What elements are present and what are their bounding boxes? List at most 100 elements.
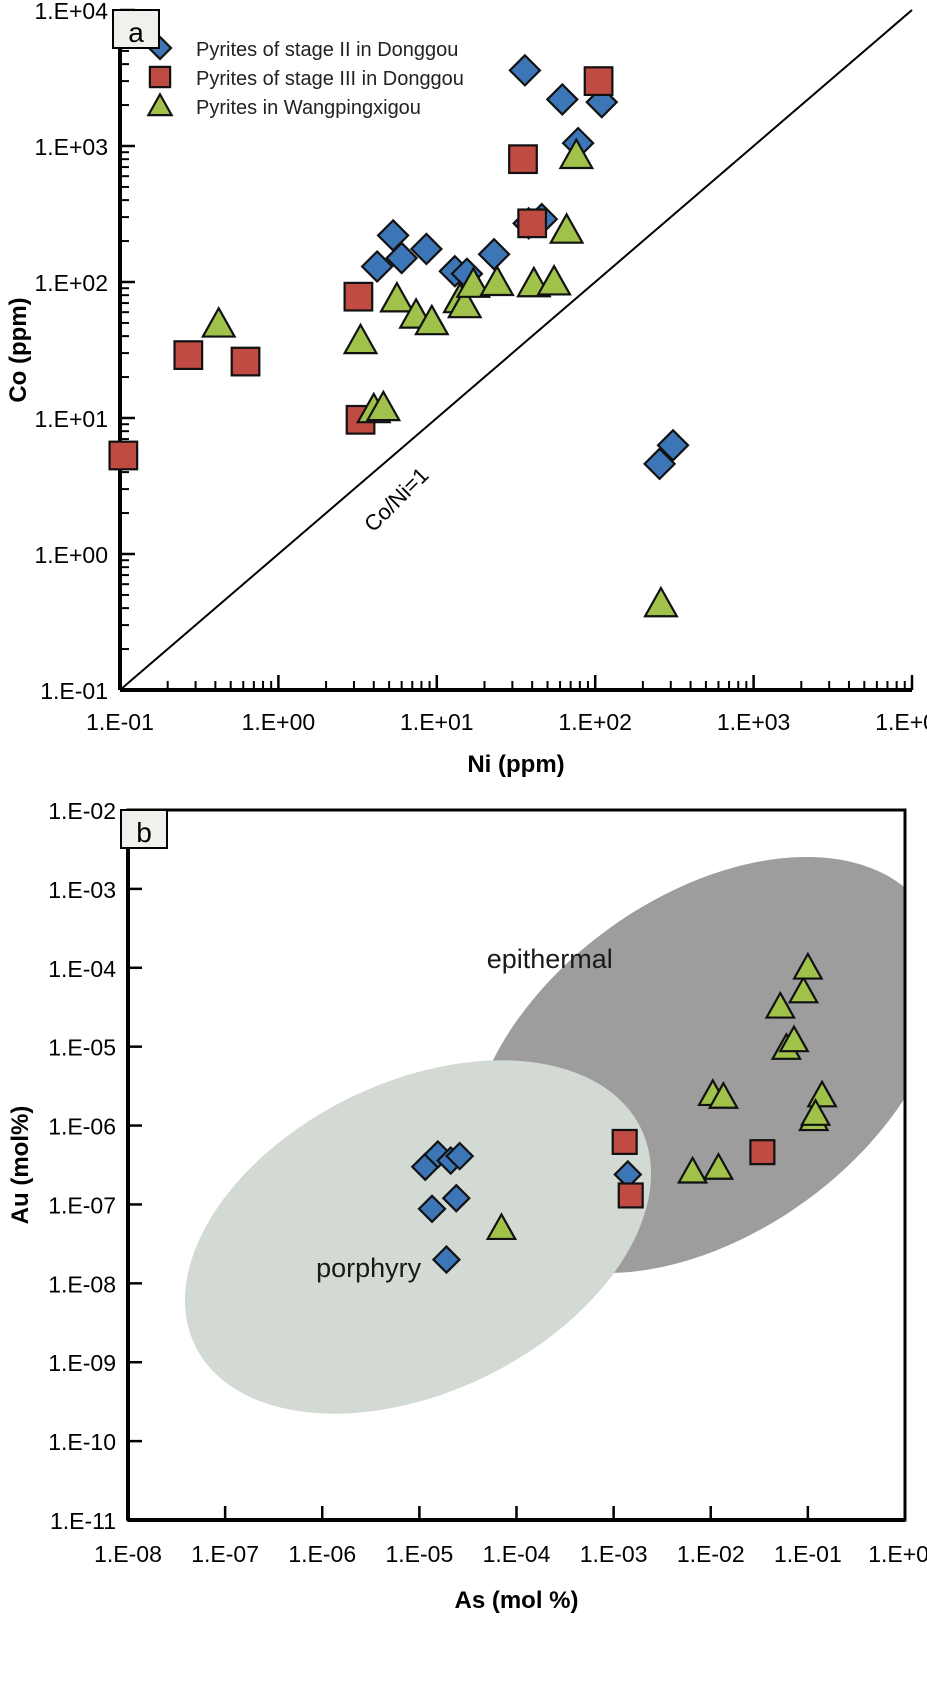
y-tick-label: 1.E-09	[48, 1350, 116, 1376]
diamond-data-point	[545, 82, 579, 116]
svg-text:Co/Ni=1: Co/Ni=1	[359, 462, 433, 536]
triangle-data-point	[414, 303, 450, 336]
panel-a-label: a	[112, 9, 160, 49]
triangle-data-point	[200, 306, 237, 338]
x-tick-label: 1.E+03	[717, 709, 791, 735]
y-tick-label: 1.E-04	[48, 956, 116, 982]
diamond-data-point	[656, 428, 690, 462]
legend-label: Pyrites in Wangpingxigou	[196, 97, 421, 119]
triangle-data-point	[379, 280, 415, 313]
triangle-data-point	[707, 1081, 740, 1109]
series-3-points	[200, 137, 679, 618]
square-data-point	[230, 346, 261, 377]
diamond-data-point	[417, 1194, 447, 1224]
triangle-data-point	[485, 1212, 518, 1241]
x-tick-label: 1.E+01	[400, 709, 474, 735]
square-data-point	[611, 1128, 638, 1155]
diamond-data-point	[643, 447, 677, 481]
triangle-data-point	[702, 1151, 735, 1180]
y-tick-label: 1.E+01	[34, 406, 108, 432]
diamond-data-point	[409, 232, 443, 266]
triangle-data-point	[455, 266, 492, 298]
square-data-point	[108, 440, 139, 471]
legend-marker-triangle	[146, 92, 174, 117]
triangle-data-point	[778, 1024, 810, 1053]
triangle-data-point	[799, 1098, 832, 1126]
porphyry-label: porphyry	[316, 1253, 422, 1283]
square-data-point	[749, 1139, 776, 1166]
x-tick-label: 1.E-01	[86, 709, 154, 735]
legend-label: Pyrites of stage III in Donggou	[196, 68, 464, 90]
x-tick-label: 1.E-01	[774, 1541, 842, 1567]
y-axis-title: Au (mol%)	[7, 1106, 34, 1225]
svg-text:a: a	[128, 17, 144, 48]
epithermal-label: epithermal	[487, 944, 613, 974]
x-tick-label: 1.E-06	[288, 1541, 356, 1567]
x-tick-label: 1.E+00	[868, 1541, 927, 1567]
diamond-data-point	[431, 1245, 462, 1275]
series-3-points	[485, 951, 838, 1241]
series-2-points	[611, 1128, 776, 1209]
y-tick-label: 1.E-03	[48, 877, 116, 903]
x-tick-label: 1.E+00	[242, 709, 316, 735]
co-ni-ratio-annotation: Co/Ni=1	[359, 462, 433, 536]
x-tick-label: 1.E-03	[580, 1541, 648, 1567]
y-tick-label: 1.E-02	[48, 798, 116, 824]
panel-a-chart: 1.E-01 1.E+00 1.E+01 1.E+02 1.E+03 1.E+04 1.E-…	[5, 0, 927, 778]
square-data-point	[517, 208, 548, 239]
x-tick-label: 1.E-04	[483, 1541, 551, 1567]
panel-b: epithermal porphyry 1.E-08 1.E-07 1.E-06 1.E-…	[0, 790, 927, 1681]
panel-b-label: b	[120, 809, 168, 849]
y-tick-label: 1.E-08	[48, 1271, 116, 1297]
y-tick-label: 1.E+04	[34, 0, 108, 24]
triangle-data-point	[558, 137, 595, 170]
plot-frame	[126, 808, 907, 1522]
deposit-fields	[184, 856, 905, 1414]
triangle-data-point	[536, 263, 572, 296]
plot-frame	[118, 10, 912, 692]
major-ticks: 1.E-01 1.E+00 1.E+01 1.E+02 1.E+03 1.E+04 1.E-…	[34, 0, 927, 735]
y-axis-title: Co (ppm)	[5, 297, 32, 402]
triangle-data-point	[676, 1155, 709, 1184]
diamond-data-point	[477, 237, 511, 271]
square-data-point	[173, 340, 204, 371]
y-tick-label: 1.E-11	[50, 1508, 116, 1534]
legend: Pyrites of stage II in Donggou Pyrites of…	[146, 35, 464, 119]
y-tick-label: 1.E+02	[34, 270, 108, 296]
square-data-point	[583, 66, 614, 97]
triangle-data-point	[365, 389, 402, 422]
y-tick-label: 1.E-10	[48, 1429, 116, 1455]
triangle-data-point	[787, 975, 820, 1004]
diamond-data-point	[385, 241, 419, 275]
x-axis-title: As (mol %)	[454, 1587, 578, 1614]
triangle-data-point	[792, 951, 824, 980]
triangle-data-point	[548, 212, 585, 244]
triangle-data-point	[479, 264, 515, 297]
series-2-points	[108, 66, 614, 471]
diamond-data-point	[441, 1183, 471, 1213]
x-tick-label: 1.E-05	[385, 1541, 453, 1567]
y-tick-label: 1.E-05	[48, 1035, 116, 1061]
x-tick-label: 1.E+04	[875, 709, 927, 735]
legend-marker-square	[148, 65, 172, 89]
x-tick-label: 1.E+02	[558, 709, 632, 735]
svg-text:b: b	[136, 817, 152, 848]
x-tick-label: 1.E-07	[191, 1541, 259, 1567]
major-ticks: 1.E-08 1.E-07 1.E-06 1.E-05 1.E-04 1.E-03 1.E-…	[48, 798, 927, 1567]
diamond-data-point	[445, 1141, 475, 1171]
diamond-data-point	[360, 249, 394, 284]
y-tick-label: 1.E-01	[40, 678, 108, 704]
triangle-data-point	[643, 585, 679, 618]
y-tick-label: 1.E-07	[48, 1192, 116, 1218]
x-axis-title: Ni (ppm)	[467, 751, 564, 778]
y-tick-label: 1.E+00	[34, 542, 108, 568]
square-data-point	[343, 281, 374, 312]
field-labels: epithermal porphyry	[316, 944, 613, 1283]
legend-label: Pyrites of stage II in Donggou	[196, 39, 458, 61]
triangle-data-point	[342, 322, 379, 355]
square-data-point	[508, 144, 538, 175]
triangle-data-point	[446, 286, 483, 319]
diamond-data-point	[508, 53, 542, 87]
